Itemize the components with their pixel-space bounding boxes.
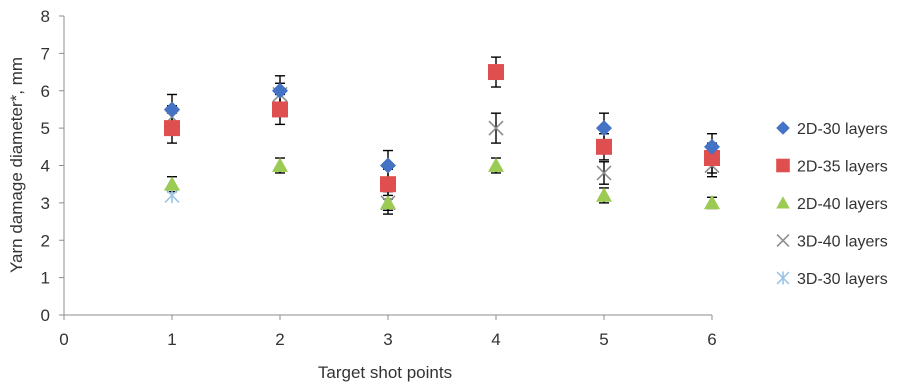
data-point-triangle (596, 187, 612, 202)
legend-marker-square (776, 158, 790, 173)
tick-labels: 0 1 2 3 4 5 6 7 8 0 1 2 3 4 5 6 (41, 7, 717, 349)
y-tick-label: 6 (41, 82, 50, 101)
legend-label: 2D-35 layers (797, 159, 888, 176)
data-point-square (272, 101, 288, 118)
x-tick-label: 3 (383, 330, 392, 349)
y-tick-label: 8 (41, 7, 50, 26)
data-point-diamond (596, 120, 612, 137)
axes (59, 15, 713, 320)
data-point-diamond (380, 157, 396, 174)
legend-marker-triangle (776, 196, 790, 209)
x-tick-label: 0 (59, 330, 68, 349)
data-point-diamond (704, 138, 720, 155)
data-point-square (380, 176, 396, 193)
legend-entry: 2D-30 layers (776, 121, 888, 138)
y-tick-label: 3 (41, 194, 50, 213)
data-points (164, 64, 720, 211)
legend-label: 3D-40 layers (797, 234, 888, 251)
data-point-triangle (488, 157, 504, 172)
x-tick-label: 4 (491, 330, 500, 349)
y-tick-label: 1 (41, 269, 50, 288)
x-tick-label: 5 (599, 330, 608, 349)
x-tick-label: 1 (167, 330, 176, 349)
x-axis-title: Target shot points (318, 363, 452, 382)
data-point-square (704, 150, 720, 167)
y-tick-label: 4 (41, 157, 50, 176)
x-tick-label: 6 (707, 330, 716, 349)
data-point-square (164, 120, 180, 137)
y-tick-label: 0 (41, 306, 50, 325)
legend: 2D-30 layers 2D-35 layers 2D-40 layers 3D-4… (776, 121, 888, 288)
y-tick-label: 2 (41, 231, 50, 250)
legend-entry: 2D-40 layers (776, 196, 888, 213)
data-point-diamond (272, 82, 288, 99)
error-bars (167, 56, 717, 215)
legend-marker-x (776, 233, 790, 248)
legend-entry: 2D-35 layers (776, 159, 888, 176)
data-point-triangle (272, 157, 288, 172)
data-point-triangle (380, 194, 396, 210)
legend-entry: 3D-40 layers (776, 233, 888, 251)
data-point-diamond (164, 101, 180, 118)
data-point-square (596, 138, 612, 155)
y-axis-title: Yarn damage diameter*, mm (7, 57, 26, 273)
x-tick-label: 2 (275, 330, 284, 349)
y-tick-label: 5 (41, 119, 50, 138)
legend-label: 3D-30 layers (797, 271, 888, 288)
legend-label: 2D-40 layers (797, 196, 888, 213)
data-point-triangle (164, 176, 180, 191)
data-point-x (596, 165, 612, 181)
data-point-triangle (704, 194, 720, 210)
data-point-square (488, 64, 504, 81)
legend-marker-asterisk (776, 271, 790, 285)
legend-entry: 3D-30 layers (776, 271, 888, 288)
legend-label: 2D-30 layers (797, 121, 888, 138)
legend-marker-diamond (776, 121, 790, 135)
y-tick-label: 7 (41, 44, 50, 63)
data-point-x (488, 120, 504, 136)
